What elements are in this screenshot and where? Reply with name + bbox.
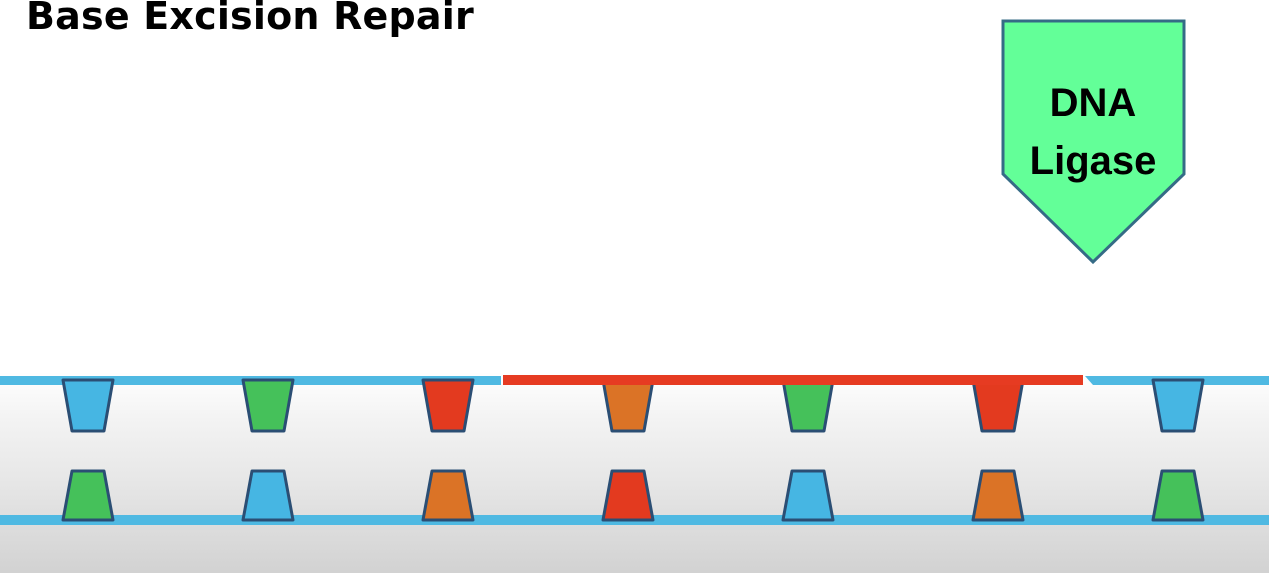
bottom-base-orange-6 <box>971 469 1025 522</box>
top-base-red-6 <box>971 378 1025 433</box>
bottom-base-green-1 <box>61 469 115 522</box>
top-base-blue-7 <box>1151 378 1205 433</box>
bottom-base-blue-5 <box>781 469 835 522</box>
bottom-base-green-7 <box>1151 469 1205 522</box>
dna-ligase-shape <box>1001 19 1186 264</box>
top-base-green-2 <box>241 378 295 433</box>
bottom-base-blue-2 <box>241 469 295 522</box>
top-base-blue-1 <box>61 378 115 433</box>
dna-ligase-label: DNA Ligase <box>1003 74 1183 190</box>
dna-ligase-label-line1: DNA <box>1049 81 1137 125</box>
page-title: Base Excision Repair <box>26 0 474 38</box>
top-base-red-3 <box>421 378 475 433</box>
top-base-orange-4 <box>601 378 655 433</box>
bottom-base-red-4 <box>601 469 655 522</box>
dna-ligase-label-line2: Ligase <box>1029 139 1157 183</box>
newly-synthesized-strand <box>503 375 1083 385</box>
top-base-green-5 <box>781 378 835 433</box>
bottom-base-orange-3 <box>421 469 475 522</box>
